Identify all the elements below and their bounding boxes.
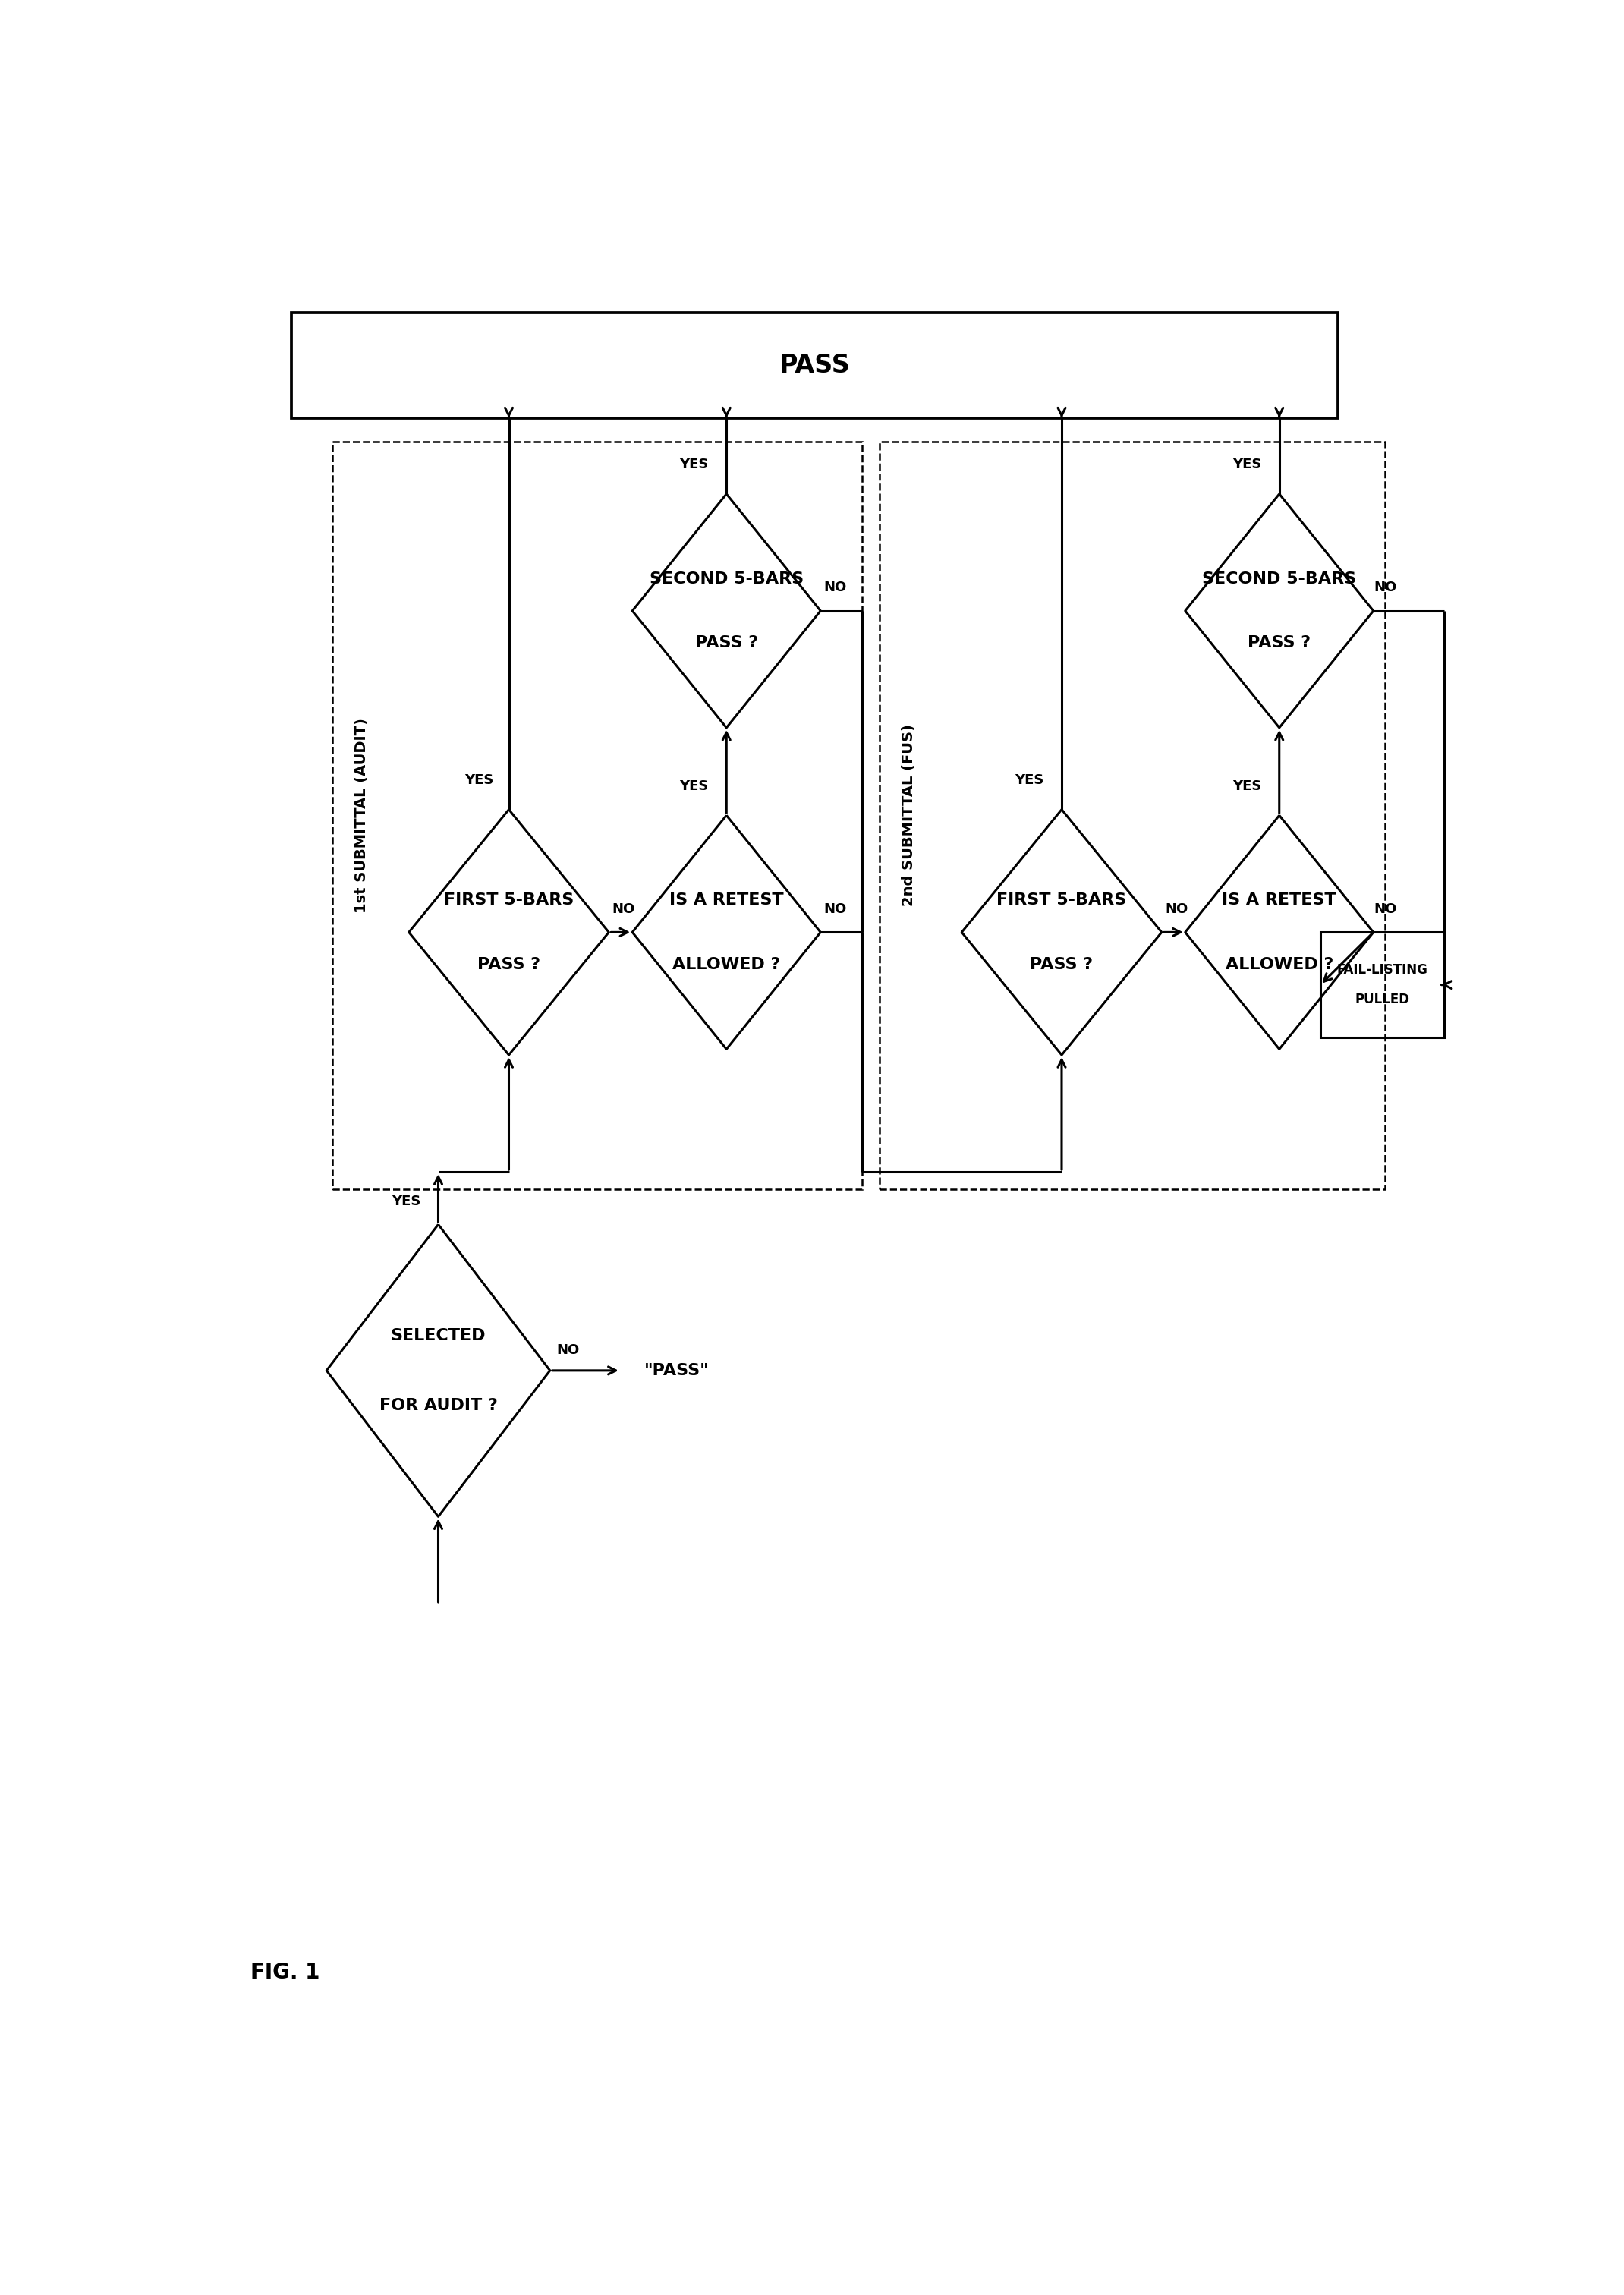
Text: YES: YES: [679, 780, 708, 794]
Text: SECOND 5-BARS: SECOND 5-BARS: [1202, 571, 1356, 585]
Bar: [1320, 932, 1444, 1037]
Text: YES: YES: [391, 1193, 421, 1207]
Text: PASS ?: PASS ?: [1030, 957, 1093, 973]
Text: FIRST 5-BARS: FIRST 5-BARS: [443, 893, 573, 909]
Text: IS A RETEST: IS A RETEST: [1223, 893, 1337, 909]
Text: YES: YES: [679, 459, 708, 470]
Text: FOR AUDIT ?: FOR AUDIT ?: [378, 1398, 497, 1414]
Text: NO: NO: [823, 581, 846, 594]
Text: SELECTED: SELECTED: [391, 1329, 486, 1343]
Text: NO: NO: [612, 902, 635, 916]
Bar: [291, 312, 1338, 418]
Text: YES: YES: [1233, 780, 1262, 794]
Text: PASS ?: PASS ?: [477, 957, 541, 973]
Text: NO: NO: [1374, 581, 1397, 594]
Text: ALLOWED ?: ALLOWED ?: [1224, 957, 1333, 973]
Text: NO: NO: [823, 902, 846, 916]
Text: 1st SUBMITTAL (AUDIT): 1st SUBMITTAL (AUDIT): [354, 718, 369, 913]
Text: NO: NO: [555, 1343, 580, 1356]
Text: IS A RETEST: IS A RETEST: [669, 893, 784, 909]
Bar: [879, 441, 1385, 1189]
Text: PASS ?: PASS ?: [1247, 636, 1311, 649]
Text: YES: YES: [1015, 773, 1044, 787]
Text: NO: NO: [1164, 902, 1187, 916]
Text: PASS ?: PASS ?: [695, 636, 758, 649]
Text: ALLOWED ?: ALLOWED ?: [672, 957, 781, 973]
Text: "PASS": "PASS": [645, 1363, 710, 1377]
Text: SECOND 5-BARS: SECOND 5-BARS: [650, 571, 804, 585]
Text: NO: NO: [1374, 902, 1397, 916]
Text: PASS: PASS: [780, 353, 851, 379]
Text: 2nd SUBMITTAL (FUS): 2nd SUBMITTAL (FUS): [901, 725, 916, 907]
Text: YES: YES: [1233, 459, 1262, 470]
Bar: [333, 441, 862, 1189]
Text: PULLED: PULLED: [1354, 994, 1410, 1005]
Text: YES: YES: [464, 773, 494, 787]
Text: FIRST 5-BARS: FIRST 5-BARS: [997, 893, 1127, 909]
Text: FAIL-LISTING: FAIL-LISTING: [1337, 964, 1427, 978]
Text: FIG. 1: FIG. 1: [250, 1962, 320, 1983]
